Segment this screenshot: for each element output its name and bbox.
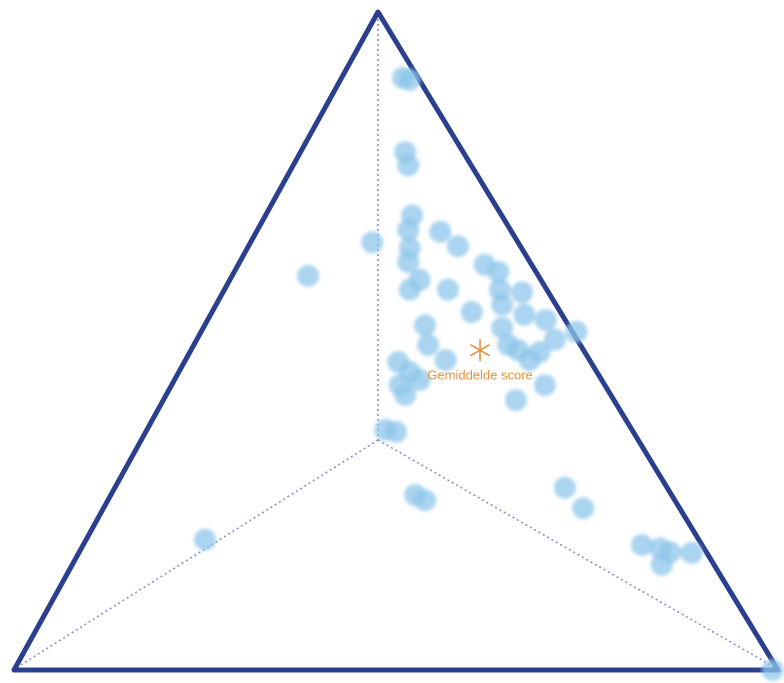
point bbox=[553, 476, 576, 499]
point bbox=[504, 389, 527, 412]
point bbox=[414, 314, 437, 337]
point bbox=[513, 303, 536, 326]
point bbox=[436, 278, 459, 301]
point bbox=[417, 333, 440, 356]
point bbox=[631, 533, 654, 556]
point bbox=[487, 260, 510, 283]
point bbox=[414, 489, 437, 512]
point bbox=[297, 264, 320, 287]
point bbox=[194, 528, 216, 551]
point bbox=[572, 497, 595, 520]
guide-line bbox=[377, 439, 777, 669]
point bbox=[397, 251, 420, 274]
point bbox=[397, 218, 420, 241]
point bbox=[511, 281, 534, 304]
points bbox=[194, 66, 784, 681]
guide-line bbox=[15, 439, 379, 669]
mean-marker bbox=[470, 339, 491, 362]
point bbox=[446, 235, 469, 258]
point bbox=[385, 420, 407, 443]
point bbox=[650, 553, 673, 576]
point bbox=[533, 374, 556, 397]
point bbox=[394, 383, 417, 406]
point bbox=[434, 349, 457, 372]
point bbox=[761, 659, 784, 681]
point bbox=[460, 301, 483, 324]
guides bbox=[15, 14, 777, 669]
point bbox=[429, 220, 452, 243]
point bbox=[398, 278, 421, 301]
point bbox=[408, 368, 431, 391]
point bbox=[397, 154, 420, 177]
point bbox=[361, 231, 384, 254]
point bbox=[543, 328, 566, 351]
point bbox=[534, 308, 557, 331]
point bbox=[565, 320, 588, 343]
mean-stroke bbox=[470, 344, 491, 357]
point bbox=[398, 68, 421, 91]
point bbox=[491, 293, 514, 316]
point bbox=[518, 349, 541, 372]
point bbox=[680, 541, 703, 564]
point bbox=[491, 316, 514, 339]
mean-label: Gemiddelde score bbox=[427, 368, 533, 383]
